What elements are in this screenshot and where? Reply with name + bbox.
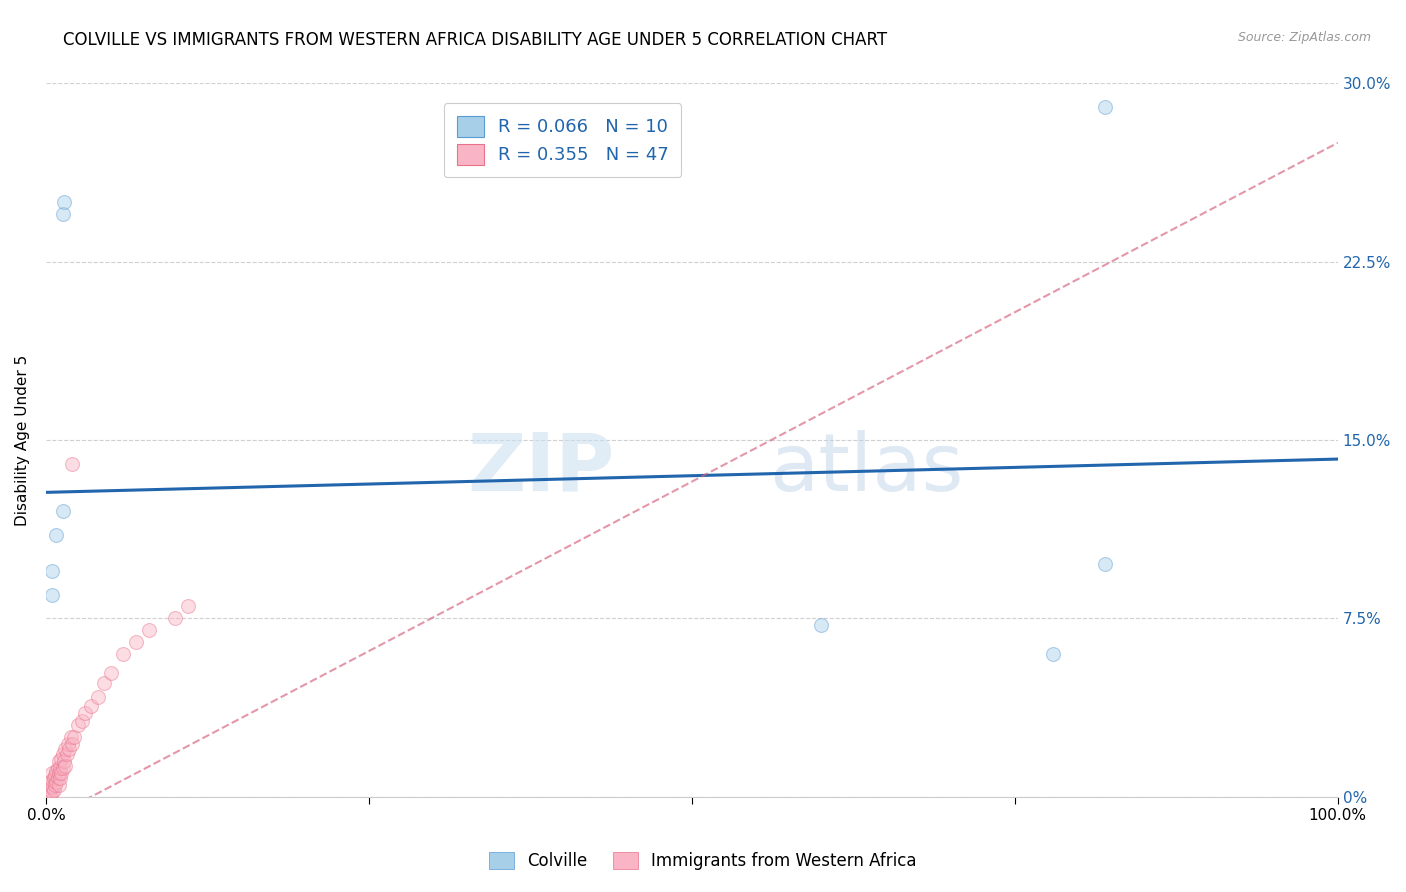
Point xyxy=(49,771,72,785)
Point xyxy=(52,504,75,518)
Point xyxy=(80,699,103,714)
Point xyxy=(112,647,135,661)
Point xyxy=(1094,100,1116,114)
Point xyxy=(60,737,83,751)
Point xyxy=(41,765,63,780)
Point xyxy=(70,714,93,728)
Point xyxy=(44,778,66,792)
Point xyxy=(41,785,63,799)
Point xyxy=(41,564,63,578)
Point xyxy=(53,195,76,210)
Point xyxy=(125,635,148,649)
Point xyxy=(41,780,63,794)
Point xyxy=(41,772,63,787)
Point xyxy=(46,761,69,775)
Text: atlas: atlas xyxy=(769,430,963,508)
Point xyxy=(56,737,79,751)
Text: ZIP: ZIP xyxy=(467,430,614,508)
Point xyxy=(42,782,65,797)
Point xyxy=(52,207,75,221)
Point xyxy=(38,782,60,797)
Point xyxy=(165,611,187,625)
Point xyxy=(58,742,80,756)
Y-axis label: Disability Age Under 5: Disability Age Under 5 xyxy=(15,354,30,525)
Point xyxy=(48,754,70,768)
Point xyxy=(39,778,62,792)
Point xyxy=(45,775,67,789)
Point xyxy=(41,588,63,602)
Point xyxy=(59,731,82,745)
Point xyxy=(55,747,77,761)
Point xyxy=(42,771,65,785)
Point xyxy=(48,765,70,780)
Point xyxy=(48,778,70,792)
Point xyxy=(44,768,66,782)
Point xyxy=(1094,557,1116,571)
Point xyxy=(810,618,832,632)
Point xyxy=(39,775,62,789)
Point xyxy=(51,751,73,765)
Point xyxy=(45,764,67,778)
Point xyxy=(52,761,75,775)
Point xyxy=(93,675,115,690)
Point xyxy=(45,528,67,542)
Point xyxy=(53,742,76,756)
Point xyxy=(177,599,200,614)
Point xyxy=(60,457,83,471)
Point xyxy=(67,718,90,732)
Point xyxy=(138,624,160,638)
Text: COLVILLE VS IMMIGRANTS FROM WESTERN AFRICA DISABILITY AGE UNDER 5 CORRELATION CH: COLVILLE VS IMMIGRANTS FROM WESTERN AFRI… xyxy=(63,31,887,49)
Legend: R = 0.066   N = 10, R = 0.355   N = 47: R = 0.066 N = 10, R = 0.355 N = 47 xyxy=(444,103,682,178)
Point xyxy=(86,690,108,704)
Point xyxy=(73,706,96,721)
Point xyxy=(38,787,60,801)
Point xyxy=(100,666,122,681)
Legend: Colville, Immigrants from Western Africa: Colville, Immigrants from Western Africa xyxy=(482,845,924,877)
Point xyxy=(1042,647,1064,661)
Point xyxy=(63,731,86,745)
Point xyxy=(49,761,72,775)
Point xyxy=(52,747,75,761)
Text: Source: ZipAtlas.com: Source: ZipAtlas.com xyxy=(1237,31,1371,45)
Point xyxy=(46,771,69,785)
Point xyxy=(51,765,73,780)
Point xyxy=(53,754,76,768)
Point xyxy=(53,758,76,772)
